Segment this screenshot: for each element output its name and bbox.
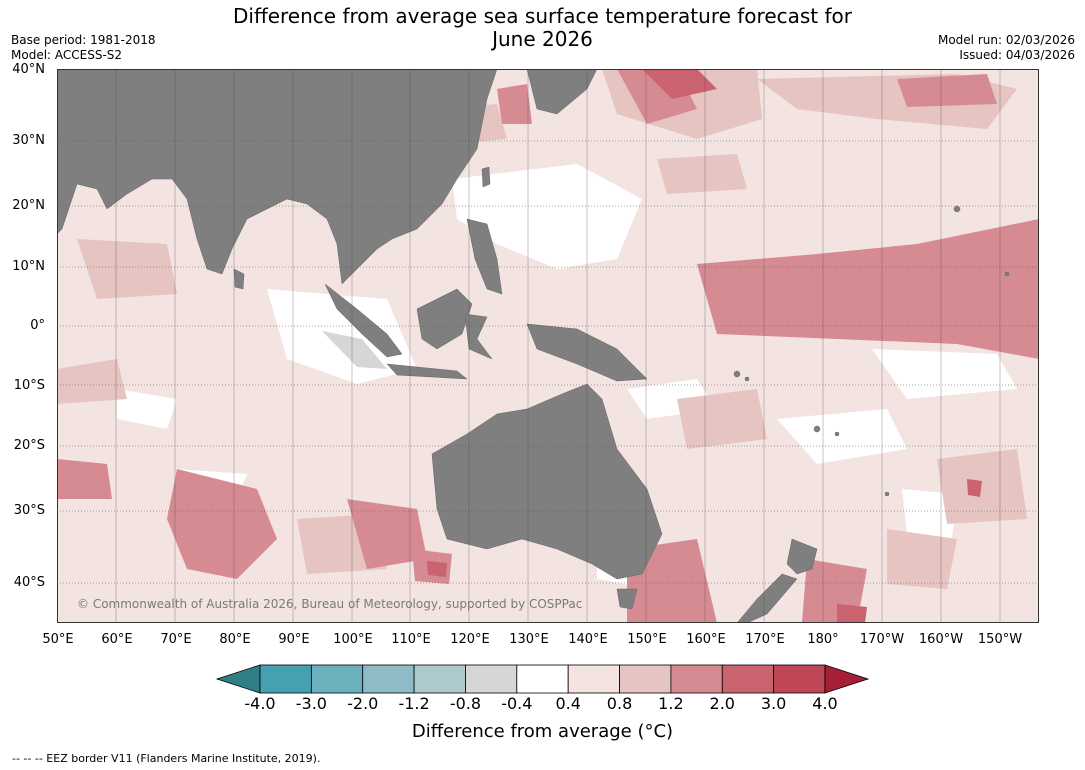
colorbar-extend-low xyxy=(215,664,261,694)
lon-label: 100°E xyxy=(333,632,373,647)
colorbar-bin xyxy=(670,664,723,694)
colorbar-bin xyxy=(773,664,826,694)
landmass-asia xyxy=(57,69,498,285)
colorbar-tick: 0.4 xyxy=(555,694,581,713)
lat-label: 40°S xyxy=(13,575,45,590)
map-meridians xyxy=(115,69,1001,623)
colorbar-tick: -4.0 xyxy=(244,694,276,713)
landmass-australia xyxy=(431,383,663,580)
colorbar-tick: -3.0 xyxy=(295,694,327,713)
landmass-sri-lanka xyxy=(233,268,245,290)
landmass-sumatra xyxy=(324,283,403,358)
colorbar-tick: 1.2 xyxy=(658,694,684,713)
lon-label: 180° xyxy=(807,632,839,647)
model-run-text: Model run: 02/03/2026 xyxy=(937,33,1075,47)
colorbar xyxy=(215,664,870,694)
landmass-philippines xyxy=(466,218,503,295)
lon-label: 110°E xyxy=(391,632,431,647)
landmass-sulawesi xyxy=(464,313,493,360)
sst-anomaly-map xyxy=(57,69,1039,623)
colorbar-bin xyxy=(516,664,569,694)
colorbar-tick: -0.4 xyxy=(501,694,533,713)
base-period-text: Base period: 1981-2018 xyxy=(11,33,156,47)
cool-patch xyxy=(322,331,387,369)
issued-text: Issued: 04/03/2026 xyxy=(959,48,1075,62)
copyright-text: © Commonwealth of Australia 2026, Bureau… xyxy=(77,597,583,611)
colorbar-label: Difference from average (°C) xyxy=(411,721,674,742)
colorbar-bin xyxy=(567,664,620,694)
colorbar-tick: -1.2 xyxy=(398,694,430,713)
lon-label: 160°E xyxy=(686,632,726,647)
lon-label: 120°E xyxy=(450,632,490,647)
landmass-tasmania xyxy=(616,588,638,610)
lat-label: 30°N xyxy=(12,133,45,148)
colorbar-bin xyxy=(721,664,775,694)
colorbar-bin xyxy=(413,664,466,694)
colorbar-tick: -0.8 xyxy=(449,694,482,713)
lon-label: 80°E xyxy=(219,632,251,647)
lon-label: 150°E xyxy=(627,632,667,647)
lat-label: 10°S xyxy=(13,378,45,393)
lon-label: 60°E xyxy=(101,632,133,647)
lon-label: 130°E xyxy=(509,632,549,647)
title-line-1: Difference from average sea surface temp… xyxy=(232,4,852,28)
warm-patches-strong xyxy=(427,69,982,623)
landmass-new-zealand-south xyxy=(736,573,798,623)
colorbar-tick: 2.0 xyxy=(709,694,735,713)
landmass-java xyxy=(386,363,468,380)
model-text: Model: ACCESS-S2 xyxy=(11,48,123,62)
lat-label: 20°S xyxy=(13,438,45,453)
colorbar-bin xyxy=(619,664,672,694)
lon-label: 70°E xyxy=(160,632,192,647)
lon-label: 170°W xyxy=(859,632,905,647)
colorbar-extend-high xyxy=(824,664,870,694)
landmass-borneo xyxy=(416,288,473,350)
lat-label: 20°N xyxy=(12,198,45,213)
lon-label: 50°E xyxy=(42,632,74,647)
lat-label: 30°S xyxy=(13,503,45,518)
colorbar-bin xyxy=(465,664,518,694)
colorbar-tick: 0.8 xyxy=(606,694,633,713)
colorbar-bin xyxy=(259,664,312,694)
eez-footnote: -- -- -- EEZ border V11 (Flanders Marine… xyxy=(12,752,321,765)
warm-patches-medium xyxy=(57,69,1039,623)
landmass-new-zealand-north xyxy=(786,538,818,575)
colorbar-bin xyxy=(310,664,364,694)
colorbar-tick: 3.0 xyxy=(760,694,787,713)
lon-label: 150°W xyxy=(977,632,1023,647)
lat-label: 10°N xyxy=(12,259,45,274)
title-line-2: June 2026 xyxy=(492,27,593,51)
colorbar-bin xyxy=(362,664,415,694)
lon-label: 160°W xyxy=(918,632,964,647)
lat-label: 0° xyxy=(30,318,45,333)
lon-label: 140°E xyxy=(568,632,608,647)
land-masses xyxy=(57,69,1010,623)
lat-label: 40°N xyxy=(12,62,45,77)
landmass-japan xyxy=(526,69,598,115)
lon-label: 170°E xyxy=(745,632,785,647)
landmass-taiwan xyxy=(481,166,491,188)
lon-label: 90°E xyxy=(278,632,310,647)
colorbar-tick: 4.0 xyxy=(812,694,838,713)
colorbar-tick: -2.0 xyxy=(347,694,379,713)
